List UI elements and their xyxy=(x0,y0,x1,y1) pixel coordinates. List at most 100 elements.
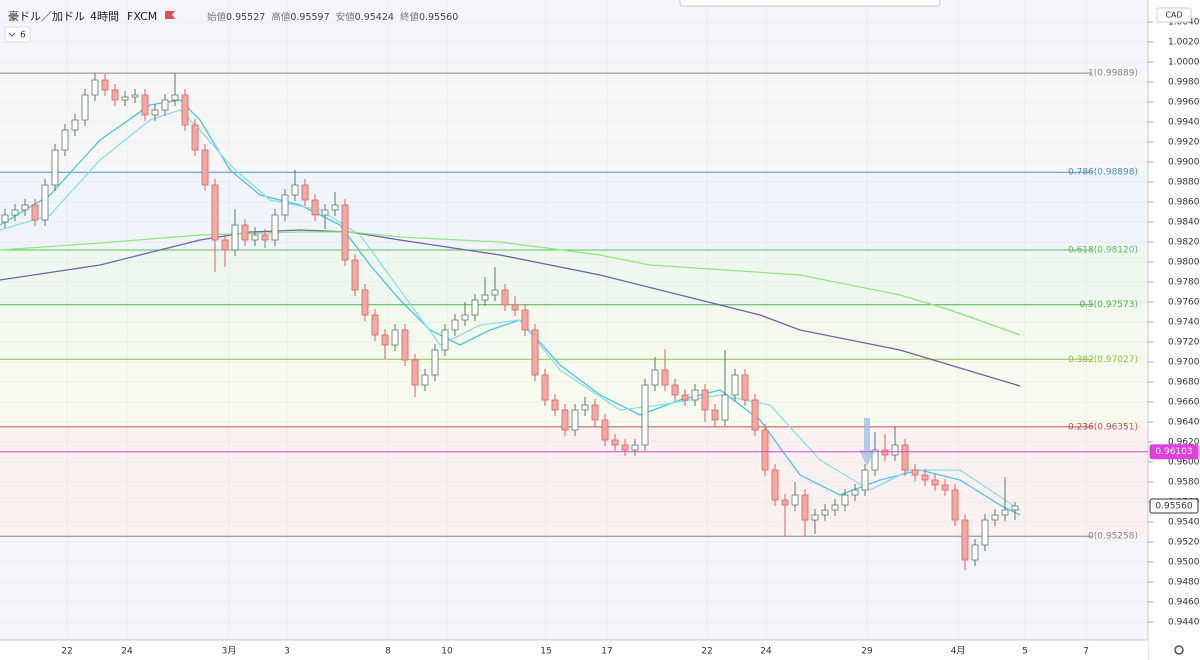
fib-label: 0.236(0.96351) xyxy=(1068,422,1138,432)
currency: CAD xyxy=(1165,11,1182,20)
fib-label: 0.618(0.98120) xyxy=(1068,246,1138,256)
candle-body xyxy=(641,384,649,446)
x-tick-label: 4月 xyxy=(951,646,966,657)
flag-icon[interactable] xyxy=(165,11,175,19)
candle-body xyxy=(951,489,959,521)
fib-label: 0(0.95258) xyxy=(1088,532,1138,542)
price-tag xyxy=(1149,498,1199,514)
candle-body xyxy=(711,409,719,421)
candle-body xyxy=(171,94,179,101)
candle-body xyxy=(981,519,989,546)
settings-icon[interactable] xyxy=(1174,645,1184,655)
candle-body xyxy=(211,184,219,241)
candle-body xyxy=(691,389,699,401)
ohlc-value: 0.95527 xyxy=(226,12,265,23)
candle-body xyxy=(11,209,19,216)
ohlc-readout: 始値0.95527 高値0.95597 安値0.95424 終値0.95560 xyxy=(207,11,458,23)
candle-body xyxy=(331,204,339,211)
candle-body xyxy=(151,109,159,116)
candle-body xyxy=(401,329,409,361)
indicator-toggle[interactable] xyxy=(4,26,31,43)
candle-body xyxy=(221,239,229,251)
candle-body xyxy=(631,444,639,451)
x-tick-label: 3月 xyxy=(222,646,237,657)
candle-body xyxy=(661,369,669,386)
candle-body xyxy=(71,119,79,131)
y-tick-label: 1.00000 xyxy=(1168,58,1200,68)
ohlc-value: 0.95424 xyxy=(355,12,394,23)
candle-body xyxy=(121,96,129,101)
x-axis-panel xyxy=(0,640,1148,660)
x-tick-label: 24 xyxy=(121,647,133,657)
candle-body xyxy=(581,404,589,411)
candle-body xyxy=(811,514,819,521)
fib-band xyxy=(0,73,1148,173)
candle-body xyxy=(31,204,39,221)
candle-body xyxy=(291,184,299,196)
candle-body xyxy=(551,399,559,411)
candle-body xyxy=(901,444,909,471)
candle-body xyxy=(41,184,49,221)
x-tick-label: 17 xyxy=(601,647,612,657)
candle-body xyxy=(61,129,69,151)
candle-body xyxy=(91,79,99,96)
candle-body xyxy=(181,94,189,126)
candle-body xyxy=(81,94,89,121)
x-tick-label: 24 xyxy=(760,647,772,657)
candle-body xyxy=(341,204,349,261)
candle-body xyxy=(701,389,709,411)
fib-label: 0.5(0.97573) xyxy=(1079,300,1138,310)
x-tick-label: 5 xyxy=(1022,647,1028,657)
candle-body xyxy=(861,469,869,491)
x-tick-label: 22 xyxy=(61,647,72,657)
candle-body xyxy=(471,299,479,316)
candle-body xyxy=(541,374,549,401)
candle-body xyxy=(111,89,119,101)
candle-body xyxy=(721,394,729,421)
fib-label: 0.382(0.97027) xyxy=(1068,355,1138,365)
candle-body xyxy=(961,519,969,561)
candle-body xyxy=(881,449,889,456)
candle-body xyxy=(51,149,59,186)
ohlc-value: 0.95560 xyxy=(419,12,458,23)
price-tag-label: 0.95560 xyxy=(1155,502,1192,512)
x-tick-label: 10 xyxy=(441,647,453,657)
interval: 4時間 xyxy=(90,10,119,23)
price-tag xyxy=(1149,444,1199,460)
fib-band xyxy=(0,172,1148,250)
candle-body xyxy=(891,444,899,456)
x-tick-label: 15 xyxy=(540,647,551,657)
x-tick-label: 7 xyxy=(1083,647,1089,657)
ma-line xyxy=(0,109,1021,511)
candle-body xyxy=(671,384,679,396)
candle-body xyxy=(921,474,929,481)
y-tick-label: 1.00200 xyxy=(1168,38,1200,48)
dropdown-edge xyxy=(679,0,941,7)
candles xyxy=(1,73,1019,570)
fib-band xyxy=(0,304,1148,360)
candle-body xyxy=(241,224,249,241)
fib-levels: 1(0.99889) 0.786(0.98898) 0.618(0.98120) 0.… xyxy=(0,69,1138,542)
candle-body xyxy=(231,224,239,251)
fib-band xyxy=(0,250,1148,305)
candle-body xyxy=(571,409,579,431)
arrow-marker xyxy=(859,418,875,466)
currency-box xyxy=(1156,7,1192,23)
candle-body xyxy=(321,209,329,216)
